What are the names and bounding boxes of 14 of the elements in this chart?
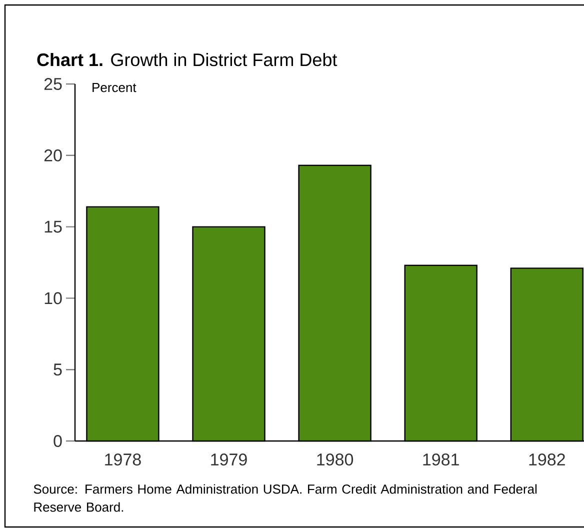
x-tick-label: 1981 [423,454,459,466]
x-tick-label: 1978 [105,454,141,466]
y-tick-label: 0 [54,434,62,448]
y-tick-label: 20 [44,149,62,162]
x-tick-label: 1982 [529,454,565,466]
x-tick-label: 1980 [317,454,354,466]
y-axis-title: Percent [92,83,136,92]
y-tick-label: 25 [44,78,62,90]
source-note: Source: Farmers Home Administration USDA. Farm Credit Administration and Federal Reserve Board. [34,484,537,512]
y-tick-label: 5 [54,364,62,376]
y-tick-label: 10 [44,292,62,304]
chart-title: Chart 1. Growth in District Farm Debt [37,52,338,66]
x-tick-label: 1979 [211,454,247,466]
y-tick-label: 15 [44,220,62,233]
